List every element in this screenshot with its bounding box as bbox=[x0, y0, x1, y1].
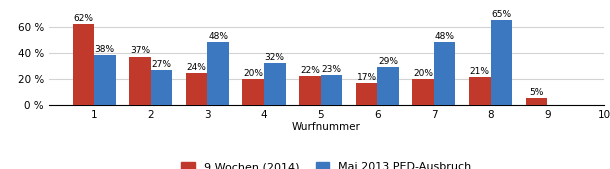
Legend: 9 Wochen (2014), Mai 2013 PED-Ausbruch: 9 Wochen (2014), Mai 2013 PED-Ausbruch bbox=[177, 158, 476, 169]
Text: 38%: 38% bbox=[95, 45, 115, 54]
Bar bbox=[412, 79, 434, 105]
Bar bbox=[264, 63, 285, 105]
Bar bbox=[469, 77, 490, 105]
Text: 48%: 48% bbox=[208, 32, 228, 41]
Bar bbox=[321, 75, 342, 105]
Text: 32%: 32% bbox=[265, 53, 285, 62]
Bar bbox=[73, 24, 94, 105]
Bar bbox=[526, 98, 547, 105]
Bar bbox=[434, 42, 456, 105]
Bar bbox=[151, 70, 172, 105]
Bar bbox=[186, 74, 207, 105]
Text: 17%: 17% bbox=[356, 73, 376, 82]
Text: 29%: 29% bbox=[378, 57, 398, 66]
Text: 27%: 27% bbox=[151, 59, 171, 69]
Text: 37%: 37% bbox=[130, 46, 150, 55]
X-axis label: Wurfnummer: Wurfnummer bbox=[292, 122, 361, 132]
Text: 22%: 22% bbox=[300, 66, 320, 75]
Text: 20%: 20% bbox=[243, 69, 264, 78]
Bar bbox=[129, 57, 151, 105]
Text: 23%: 23% bbox=[321, 65, 342, 74]
Bar bbox=[243, 79, 264, 105]
Text: 65%: 65% bbox=[491, 10, 511, 19]
Text: 48%: 48% bbox=[435, 32, 454, 41]
Bar bbox=[94, 55, 115, 105]
Bar bbox=[299, 76, 321, 105]
Text: 5%: 5% bbox=[529, 88, 544, 97]
Text: 24%: 24% bbox=[187, 63, 207, 73]
Bar bbox=[378, 67, 399, 105]
Text: 21%: 21% bbox=[470, 67, 490, 76]
Bar bbox=[207, 42, 229, 105]
Bar bbox=[490, 20, 512, 105]
Text: 62%: 62% bbox=[73, 14, 93, 23]
Text: 20%: 20% bbox=[413, 69, 433, 78]
Bar bbox=[356, 83, 378, 105]
